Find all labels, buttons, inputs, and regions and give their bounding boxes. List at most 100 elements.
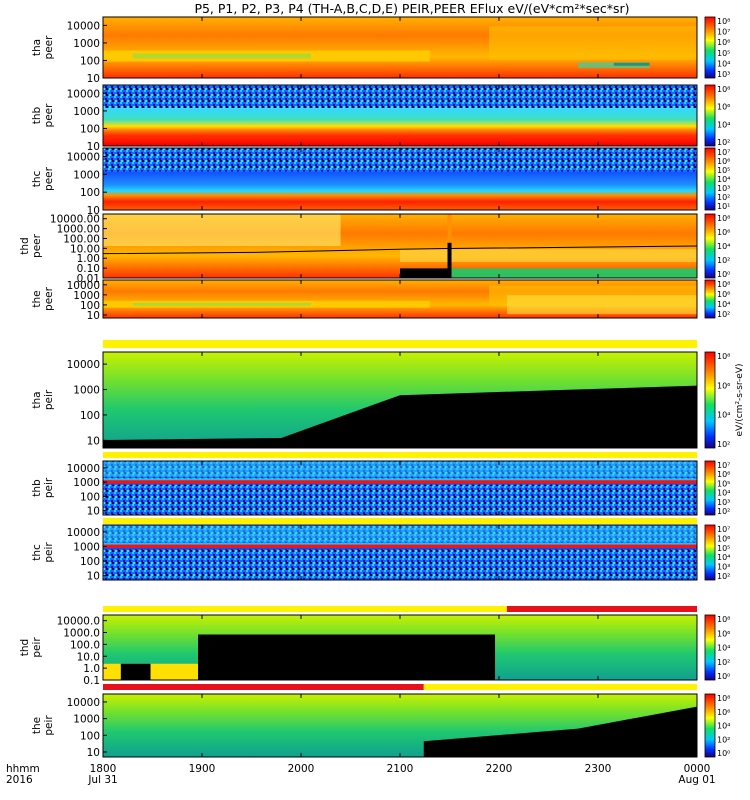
colorbar-tick-label: 10⁷ (717, 148, 730, 157)
y-tick-label: 1000 (73, 169, 100, 181)
time-row1-label: hhmm (6, 763, 40, 775)
colorbar-tick-label: 10⁷ (717, 28, 730, 37)
spectrogram (103, 214, 697, 278)
y-tick-label: 0.01 (77, 273, 100, 285)
y-tick-label: 0.10 (77, 263, 100, 275)
colorbar-tick-label: 10⁶ (717, 381, 730, 390)
flag-bar-segment (103, 340, 697, 348)
colorbar-tick-label: 10² (717, 572, 730, 581)
y-axis-label-probe: thc (31, 544, 43, 561)
y-axis-label-probe: thc (31, 171, 43, 188)
y-tick-label: 1.00 (77, 253, 100, 265)
spectrogram (103, 280, 697, 318)
y-tick-label: 10000 (67, 88, 100, 100)
y-tick-label: 100 (80, 410, 100, 422)
colorbar-tick-label: 10⁵ (717, 479, 730, 488)
y-tick-label: 10000 (67, 152, 100, 164)
y-tick-label: 1000 (73, 38, 100, 50)
colorbar (704, 693, 716, 758)
colorbar-tick-label: 10⁸ (717, 694, 730, 703)
y-tick-label: 100 (80, 556, 100, 568)
y-axis-label-probe: the (31, 717, 43, 734)
y-tick-label: 10000 (67, 463, 100, 475)
y-tick-label: 100.0 (70, 639, 100, 651)
time-tick-label: 2000 (288, 763, 315, 775)
spectrogram (103, 694, 697, 757)
y-axis-label-probe: thb (31, 106, 43, 124)
y-tick-label: 1000.00 (57, 224, 100, 236)
colorbar-tick-label: 10⁸ (717, 352, 730, 361)
colorbar-tick-label: 10⁸ (717, 214, 730, 223)
panel-thb-peer: 10000 1000 100 10 thb peer 10⁸ 10⁶ 10⁴ 10² (31, 84, 730, 153)
colorbar-tick-label: 10⁰ (717, 270, 730, 279)
y-axis-label-probe: thd (19, 639, 31, 656)
y-tick-label: 10 (87, 435, 100, 447)
y-tick-label: 1000 (73, 714, 100, 726)
time-tick-date: Jul 31 (87, 774, 117, 786)
spectrogram (103, 85, 697, 146)
colorbar-tick-label: 10⁶ (717, 629, 730, 638)
y-axis-label-species: peir (43, 477, 55, 498)
y-tick-label: 10 (87, 747, 100, 759)
y-tick-label: 1.0 (83, 663, 100, 675)
y-tick-label: 10 (87, 310, 100, 322)
y-tick-label: 10 (87, 506, 100, 518)
y-tick-label: 10000 (67, 697, 100, 709)
colorbar-tick-label: 10² (717, 256, 730, 265)
flag-bar-segment (103, 684, 424, 690)
y-axis-label-species: peer (43, 35, 55, 60)
time-tick-label: 1900 (189, 763, 216, 775)
y-axis-label-probe: thd (19, 237, 31, 254)
colorbar-tick-label: 10⁴ (717, 175, 730, 184)
y-tick-label: 10000 (67, 20, 100, 32)
panel-thc-peer: 10000 1000 100 10 thc peer 10⁷10⁶10⁵10⁴10³10²1… (31, 147, 730, 217)
colorbar-tick-label: 10⁴ (717, 242, 730, 251)
spectrogram (103, 352, 697, 448)
colorbar-tick-label: 10³ (717, 563, 730, 572)
y-tick-label: 10.0 (77, 651, 100, 663)
panel-tha-peir: 10000 1000 100 10 tha peir 10⁸ 10⁶ 10⁴ 10² (31, 351, 730, 449)
time-tick-label: 2200 (486, 763, 513, 775)
y-axis-label-probe: tha (31, 39, 43, 56)
y-axis-label-species: peer (43, 103, 55, 128)
panel-the-peir: 10000 1000 100 10 the peir 10⁸ 10⁶ 10⁴ 10² 10⁰ (31, 693, 730, 759)
y-axis-label-species: peir (43, 542, 55, 563)
colorbar-tick-label: 10⁴ (717, 644, 730, 653)
colorbar (704, 16, 716, 79)
y-axis-label-probe: the (31, 290, 43, 307)
time-tick-label: 1800 (90, 763, 117, 775)
spectrogram (103, 615, 697, 680)
colorbar (704, 460, 716, 516)
colorbar-tick-label: 10² (717, 440, 730, 449)
y-axis-label-species: peir (43, 389, 55, 410)
colorbar-tick-label: 10⁰ (717, 749, 730, 758)
colorbar-tick-label: 10⁶ (717, 228, 730, 237)
colorbar (704, 351, 716, 449)
spectrogram (103, 148, 697, 210)
colorbar-tick-label: 10² (717, 138, 730, 147)
colorbar-tick-label: 10⁵ (717, 166, 730, 175)
colorbar-tick-label: 10⁴ (717, 489, 730, 498)
spectrogram (103, 17, 697, 78)
y-tick-label: 10000.0 (57, 616, 100, 628)
colorbar-tick-label: 10⁶ (717, 103, 730, 112)
y-tick-label: 1000.0 (63, 628, 100, 640)
colorbar-tick-label: 10⁵ (717, 544, 730, 553)
colorbar-tick-label: 10⁸ (717, 85, 730, 94)
y-axis-label-species: peer (31, 233, 43, 258)
y-tick-label: 10000.00 (50, 214, 100, 226)
y-tick-label: 1000 (73, 106, 100, 118)
colorbar-tick-label: 10⁷ (717, 461, 730, 470)
colorbar-tick-label: 10⁶ (717, 708, 730, 717)
y-axis-label-species: peer (43, 286, 55, 311)
colorbar-tick-label: 10⁵ (717, 49, 730, 58)
colorbar-tick-label: 10³ (717, 498, 730, 507)
colorbar-tick-label: 10⁶ (717, 38, 730, 47)
y-tick-label: 100 (80, 187, 100, 199)
colorbar-tick-label: 10⁸ (717, 17, 730, 26)
y-tick-label: 100 (80, 730, 100, 742)
